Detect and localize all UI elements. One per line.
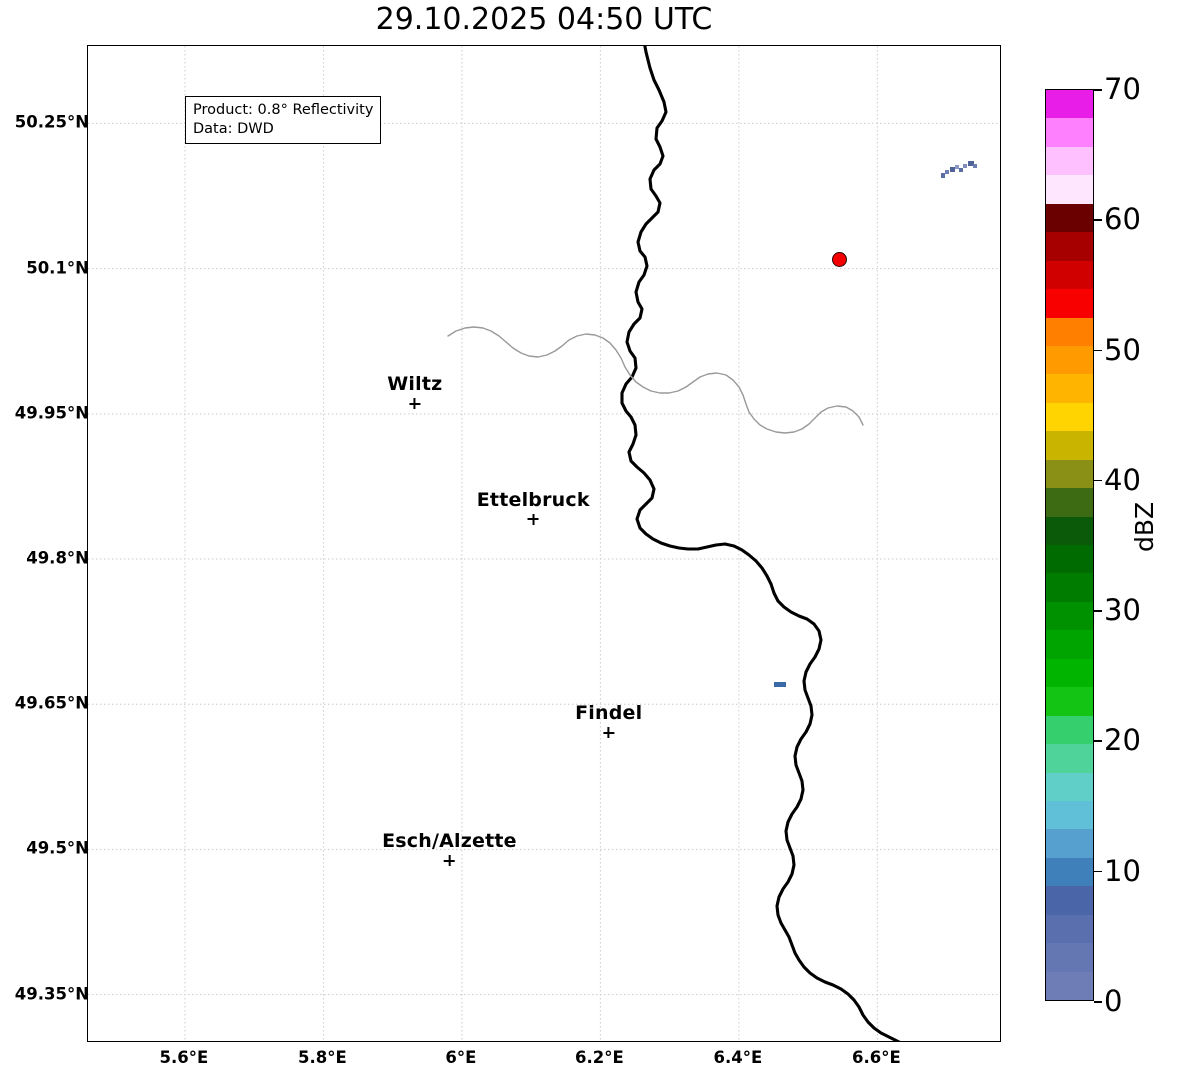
colorbar-band xyxy=(1046,744,1093,773)
info-product-line: Product: 0.8° Reflectivity xyxy=(193,102,374,118)
colorbar-band xyxy=(1046,90,1093,119)
gridlines-group xyxy=(88,46,1000,1041)
colorbar-label: dBZ xyxy=(1130,501,1159,552)
colorbar-band xyxy=(1046,317,1093,346)
colorbar-band xyxy=(1046,203,1093,233)
colorbar-band xyxy=(1046,914,1093,944)
radar-site-marker[interactable] xyxy=(831,252,847,268)
radar-echo-pixel xyxy=(774,682,786,687)
colorbar-band xyxy=(1046,345,1093,375)
lat-tick-label: 49.8°N xyxy=(26,548,89,568)
colorbar-band xyxy=(1046,971,1093,1000)
lat-tick-label: 49.65°N xyxy=(14,693,89,713)
map-vector-layer xyxy=(88,46,1000,1041)
colorbar-band xyxy=(1046,516,1093,545)
colorbar-tick-mark xyxy=(1094,219,1102,221)
canton-border xyxy=(447,326,864,434)
colorbar-tick-mark xyxy=(1094,740,1102,743)
lat-tick-label: 49.35°N xyxy=(14,984,89,1004)
lon-tick-label: 6.6°E xyxy=(851,1048,901,1067)
radar-echo-pixel xyxy=(941,173,945,178)
lon-tick-label: 6.4°E xyxy=(713,1048,763,1067)
colorbar-band xyxy=(1046,374,1093,403)
colorbar-band xyxy=(1046,772,1093,801)
colorbar-band xyxy=(1046,146,1093,176)
colorbar-band xyxy=(1046,630,1093,659)
colorbar-band xyxy=(1046,857,1093,887)
radar-echo-pixel xyxy=(955,165,959,169)
colorbar-tick-label: 30 xyxy=(1104,593,1141,628)
colorbar-band xyxy=(1046,601,1093,631)
colorbar-band xyxy=(1046,402,1093,432)
colorbar-tick-label: 50 xyxy=(1104,332,1141,367)
colorbar-band xyxy=(1046,289,1093,318)
product-info-box: Product: 0.8° Reflectivity Data: DWD xyxy=(185,96,382,145)
colorbar-band xyxy=(1046,829,1093,858)
colorbar-band xyxy=(1046,459,1093,489)
radar-echo-pixel xyxy=(959,168,963,172)
colorbar-tick-label: 70 xyxy=(1104,72,1141,106)
radar-echo-group xyxy=(774,161,977,687)
colorbar-tick-label: 10 xyxy=(1104,853,1141,888)
map-shapes-group xyxy=(447,46,901,1041)
colorbar-band xyxy=(1046,232,1093,261)
radar-map-panel[interactable]: Product: 0.8° Reflectivity Data: DWD Wil… xyxy=(87,45,1001,1042)
country-border xyxy=(620,46,901,1041)
lon-tick-label: 6.2°E xyxy=(575,1048,624,1067)
lon-tick-label: 5.8°E xyxy=(298,1048,347,1067)
colorbar-tick-mark xyxy=(1094,479,1102,482)
reflectivity-colorbar[interactable] xyxy=(1045,89,1094,1001)
colorbar-band xyxy=(1046,715,1093,745)
colorbar-tick-label: 0 xyxy=(1104,984,1123,1018)
page-title: 29.10.2025 04:50 UTC xyxy=(375,2,713,37)
colorbar-tick-mark xyxy=(1094,349,1102,352)
colorbar-band xyxy=(1046,545,1093,574)
radar-echo-pixel xyxy=(968,161,974,166)
colorbar-band xyxy=(1046,175,1093,204)
colorbar-band xyxy=(1046,658,1093,688)
colorbar-tick-mark xyxy=(1094,1001,1102,1003)
lat-tick-label: 50.25°N xyxy=(14,112,89,132)
radar-echo-pixel xyxy=(945,170,949,174)
colorbar-band xyxy=(1046,800,1093,830)
lon-tick-label: 5.6°E xyxy=(159,1048,209,1067)
colorbar-tick-label: 60 xyxy=(1104,202,1141,237)
radar-echo-pixel xyxy=(963,164,967,168)
info-data-line: Data: DWD xyxy=(193,120,274,137)
colorbar-band xyxy=(1046,573,1093,602)
colorbar-band xyxy=(1046,260,1093,290)
colorbar-tick-label: 40 xyxy=(1104,462,1141,497)
lon-tick-label: 6°E xyxy=(445,1048,477,1067)
radar-echo-pixel xyxy=(950,167,955,172)
colorbar-band xyxy=(1046,943,1093,972)
colorbar-band xyxy=(1046,687,1093,716)
colorbar-band xyxy=(1046,488,1093,517)
colorbar-tick-label: 20 xyxy=(1104,723,1141,758)
lat-tick-label: 49.95°N xyxy=(14,403,89,423)
lat-tick-label: 50.1°N xyxy=(26,258,89,278)
colorbar-tick-mark xyxy=(1094,610,1102,612)
colorbar-tick-mark xyxy=(1094,89,1102,91)
radar-echo-pixel xyxy=(973,164,977,168)
lat-tick-label: 49.5°N xyxy=(26,838,89,858)
colorbar-band xyxy=(1046,118,1093,147)
colorbar-band xyxy=(1046,431,1093,460)
colorbar-tick-mark xyxy=(1094,870,1102,873)
colorbar-band xyxy=(1046,886,1093,915)
